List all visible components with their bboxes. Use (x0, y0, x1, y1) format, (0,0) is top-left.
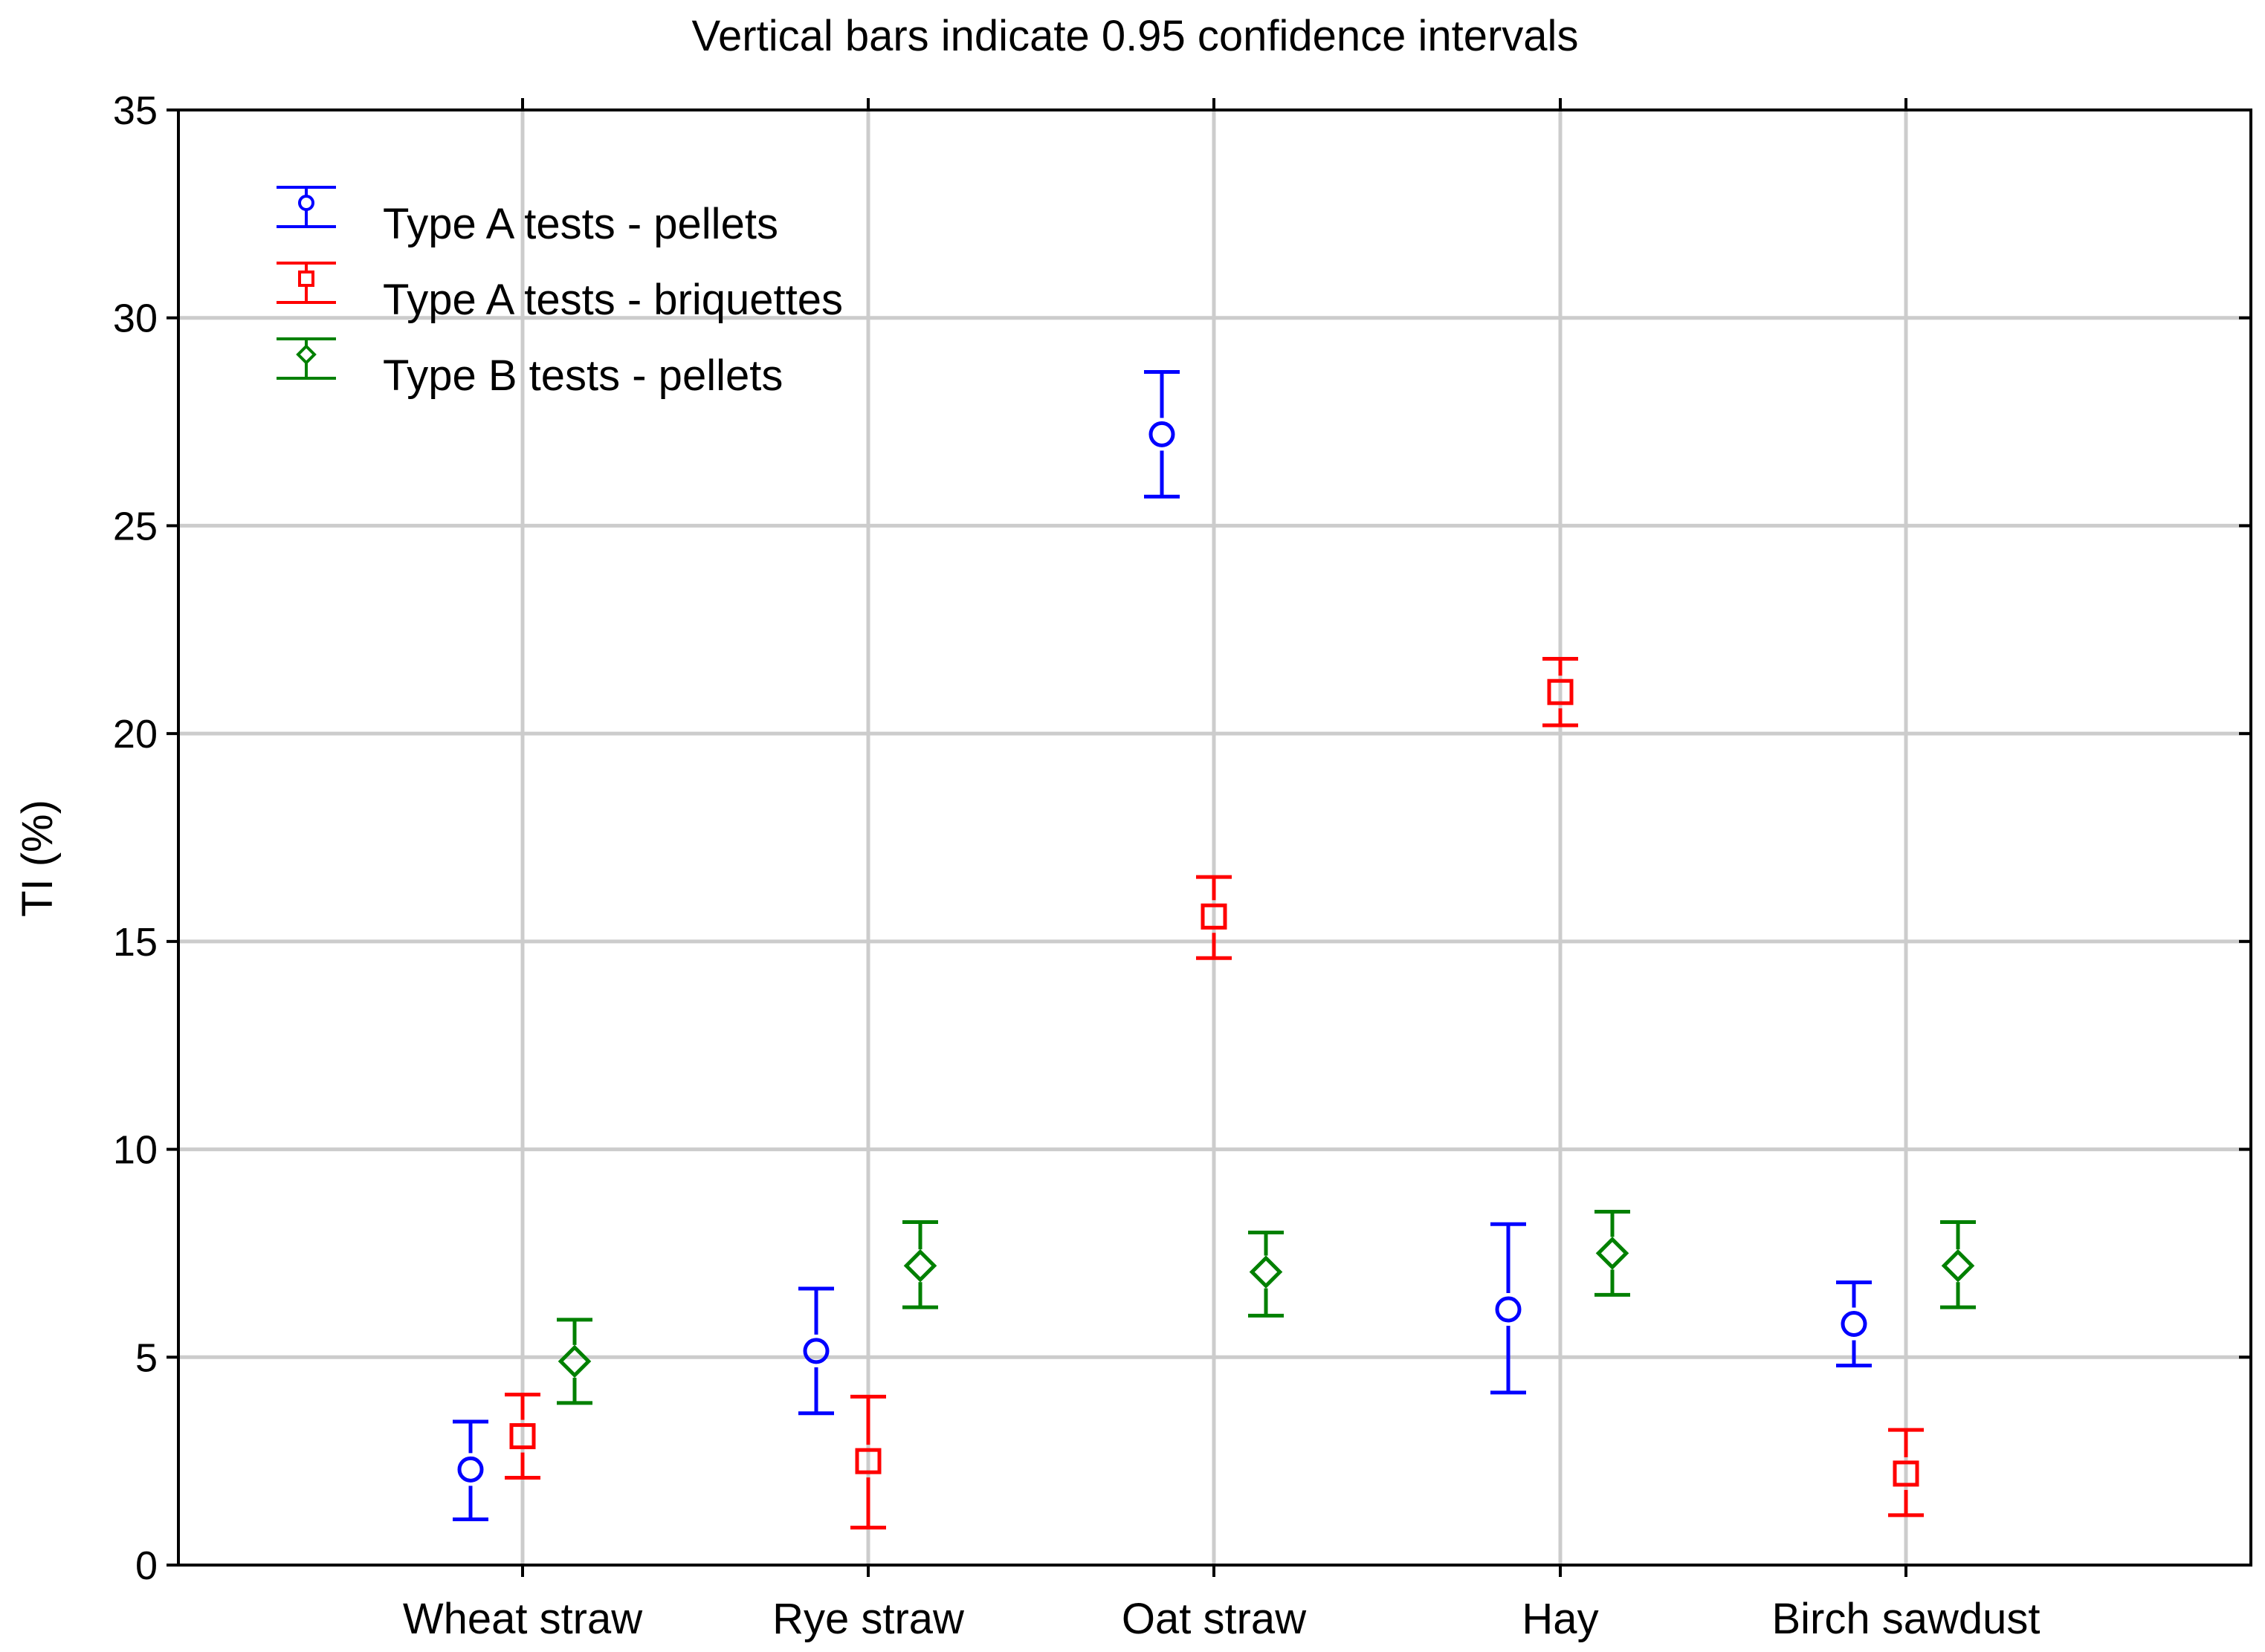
data-point (1594, 1209, 1630, 1297)
y-tick-label: 35 (113, 88, 158, 133)
x-tick-label: Wheat straw (403, 1595, 643, 1643)
marker-circle (803, 1338, 830, 1364)
x-tick-label: Hay (1522, 1595, 1598, 1643)
series-1 (453, 369, 1872, 1521)
legend-label: Type A tests - pellets (383, 200, 778, 248)
marker-diamond (903, 1248, 937, 1283)
y-tick-label: 0 (135, 1544, 158, 1588)
marker-diamond (558, 1344, 592, 1379)
marker-square (855, 1448, 882, 1474)
y-tick-label: 10 (113, 1128, 158, 1173)
marker-circle (1841, 1311, 1867, 1338)
marker-circle (1148, 421, 1175, 447)
marker-square (1893, 1460, 1919, 1487)
marker-circle (1495, 1296, 1522, 1323)
marker-diamond (1249, 1255, 1283, 1289)
data-point (505, 1393, 540, 1480)
data-point (902, 1219, 938, 1309)
x-tick-label: Oat straw (1122, 1595, 1307, 1643)
marker-square (1547, 678, 1574, 705)
marker-diamond (1595, 1237, 1629, 1270)
data-point (1490, 1222, 1526, 1395)
legend: Type A tests - pellets Type A tests - bri… (277, 186, 843, 400)
data-series (453, 369, 1976, 1530)
y-axis-label: TI (%) (13, 800, 62, 917)
marker-diamond (1941, 1248, 1975, 1283)
data-point (1144, 369, 1180, 499)
marker-square (1201, 903, 1227, 930)
legend-item-3: Type B tests - pellets (277, 337, 783, 400)
data-point (1888, 1428, 1924, 1517)
axes: 0 5 10 15 20 25 30 35 Wheat straw Rye straw Oat st… (113, 88, 2252, 1643)
legend-item-1: Type A tests - pellets (277, 186, 778, 248)
x-tick-label: Birch sawdust (1771, 1595, 2040, 1643)
data-point (1196, 875, 1232, 960)
chart-title: Vertical bars indicate 0.95 confidence i… (692, 12, 1579, 60)
data-point (453, 1419, 488, 1521)
data-point (850, 1394, 886, 1530)
marker-square (509, 1423, 536, 1450)
data-point (557, 1318, 592, 1405)
legend-marker-circle (298, 195, 314, 211)
legend-label: Type A tests - briquettes (383, 276, 843, 324)
grid-lines (178, 110, 2251, 1565)
series-3 (557, 1209, 1976, 1405)
legend-label: Type B tests - pellets (383, 352, 783, 400)
legend-marker-square (298, 271, 314, 287)
data-point (1248, 1230, 1284, 1318)
y-tick-label: 20 (113, 712, 158, 757)
y-tick-label: 30 (113, 297, 158, 341)
legend-item-2: Type A tests - briquettes (277, 262, 843, 324)
data-point (1940, 1219, 1976, 1309)
y-tick-label: 25 (113, 504, 158, 548)
y-tick-label: 5 (135, 1335, 158, 1380)
data-point (798, 1286, 834, 1416)
data-point (1542, 656, 1578, 728)
plot-frame (177, 108, 2252, 1567)
marker-circle (457, 1456, 484, 1483)
data-point (1836, 1280, 1872, 1367)
series-2 (505, 656, 1924, 1530)
y-tick-label: 15 (113, 920, 158, 965)
x-tick-label: Rye straw (772, 1595, 965, 1643)
legend-marker-diamond (296, 344, 317, 365)
